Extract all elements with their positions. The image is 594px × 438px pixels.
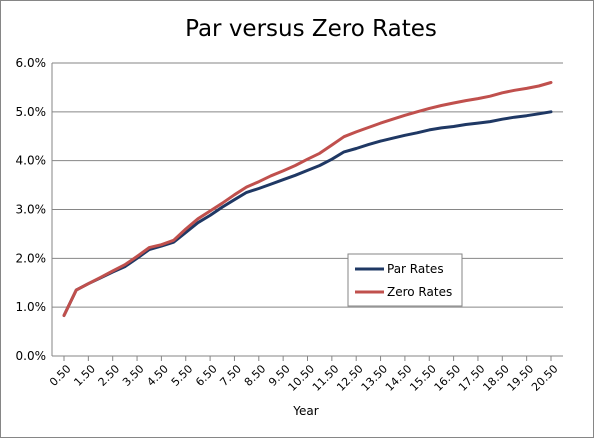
x-tick-label: 4.50 bbox=[144, 362, 171, 389]
y-tick-label: 6.0% bbox=[16, 56, 47, 70]
y-tick-label: 1.0% bbox=[16, 300, 47, 314]
y-tick-label: 0.0% bbox=[16, 349, 47, 363]
x-tick-label: 10.50 bbox=[286, 362, 317, 393]
x-tick-label: 7.50 bbox=[217, 362, 244, 389]
legend: Par Rates Zero Rates bbox=[347, 253, 463, 307]
x-tick-label: 12.50 bbox=[334, 362, 365, 393]
y-tick-label: 4.0% bbox=[16, 154, 47, 168]
x-tick-label: 1.50 bbox=[71, 362, 98, 389]
x-tick-label: 5.50 bbox=[169, 362, 196, 389]
legend-box bbox=[347, 253, 463, 307]
x-tick-label: 2.50 bbox=[96, 362, 123, 389]
series-line-zero-rates bbox=[62, 81, 553, 317]
series-line-par-rates bbox=[62, 110, 553, 317]
x-tick-label: 15.50 bbox=[407, 362, 438, 393]
x-tick-label: 17.50 bbox=[456, 362, 487, 393]
x-tick-label: 16.50 bbox=[432, 362, 463, 393]
x-tick-label: 13.50 bbox=[359, 362, 390, 393]
x-tick-label: 19.50 bbox=[505, 362, 536, 393]
legend-label-zero-rates: Zero Rates bbox=[387, 285, 452, 299]
legend-label-par-rates: Par Rates bbox=[387, 262, 444, 276]
x-tick-label: 11.50 bbox=[310, 362, 341, 393]
chart-title: Par versus Zero Rates bbox=[185, 16, 437, 42]
x-axis-title: Year bbox=[292, 404, 318, 418]
x-tick-label: 6.50 bbox=[193, 362, 220, 389]
y-tick-label: 5.0% bbox=[16, 105, 47, 119]
y-tick-label: 3.0% bbox=[16, 203, 47, 217]
x-tick-label: 18.50 bbox=[480, 362, 511, 393]
x-tick-label: 14.50 bbox=[383, 362, 414, 393]
x-tick-label: 0.50 bbox=[47, 362, 74, 389]
x-tick-label: 3.50 bbox=[120, 362, 147, 389]
y-tick-label: 2.0% bbox=[16, 251, 47, 265]
x-tick-label: 8.50 bbox=[242, 362, 269, 389]
x-tick-label: 20.50 bbox=[529, 362, 560, 393]
